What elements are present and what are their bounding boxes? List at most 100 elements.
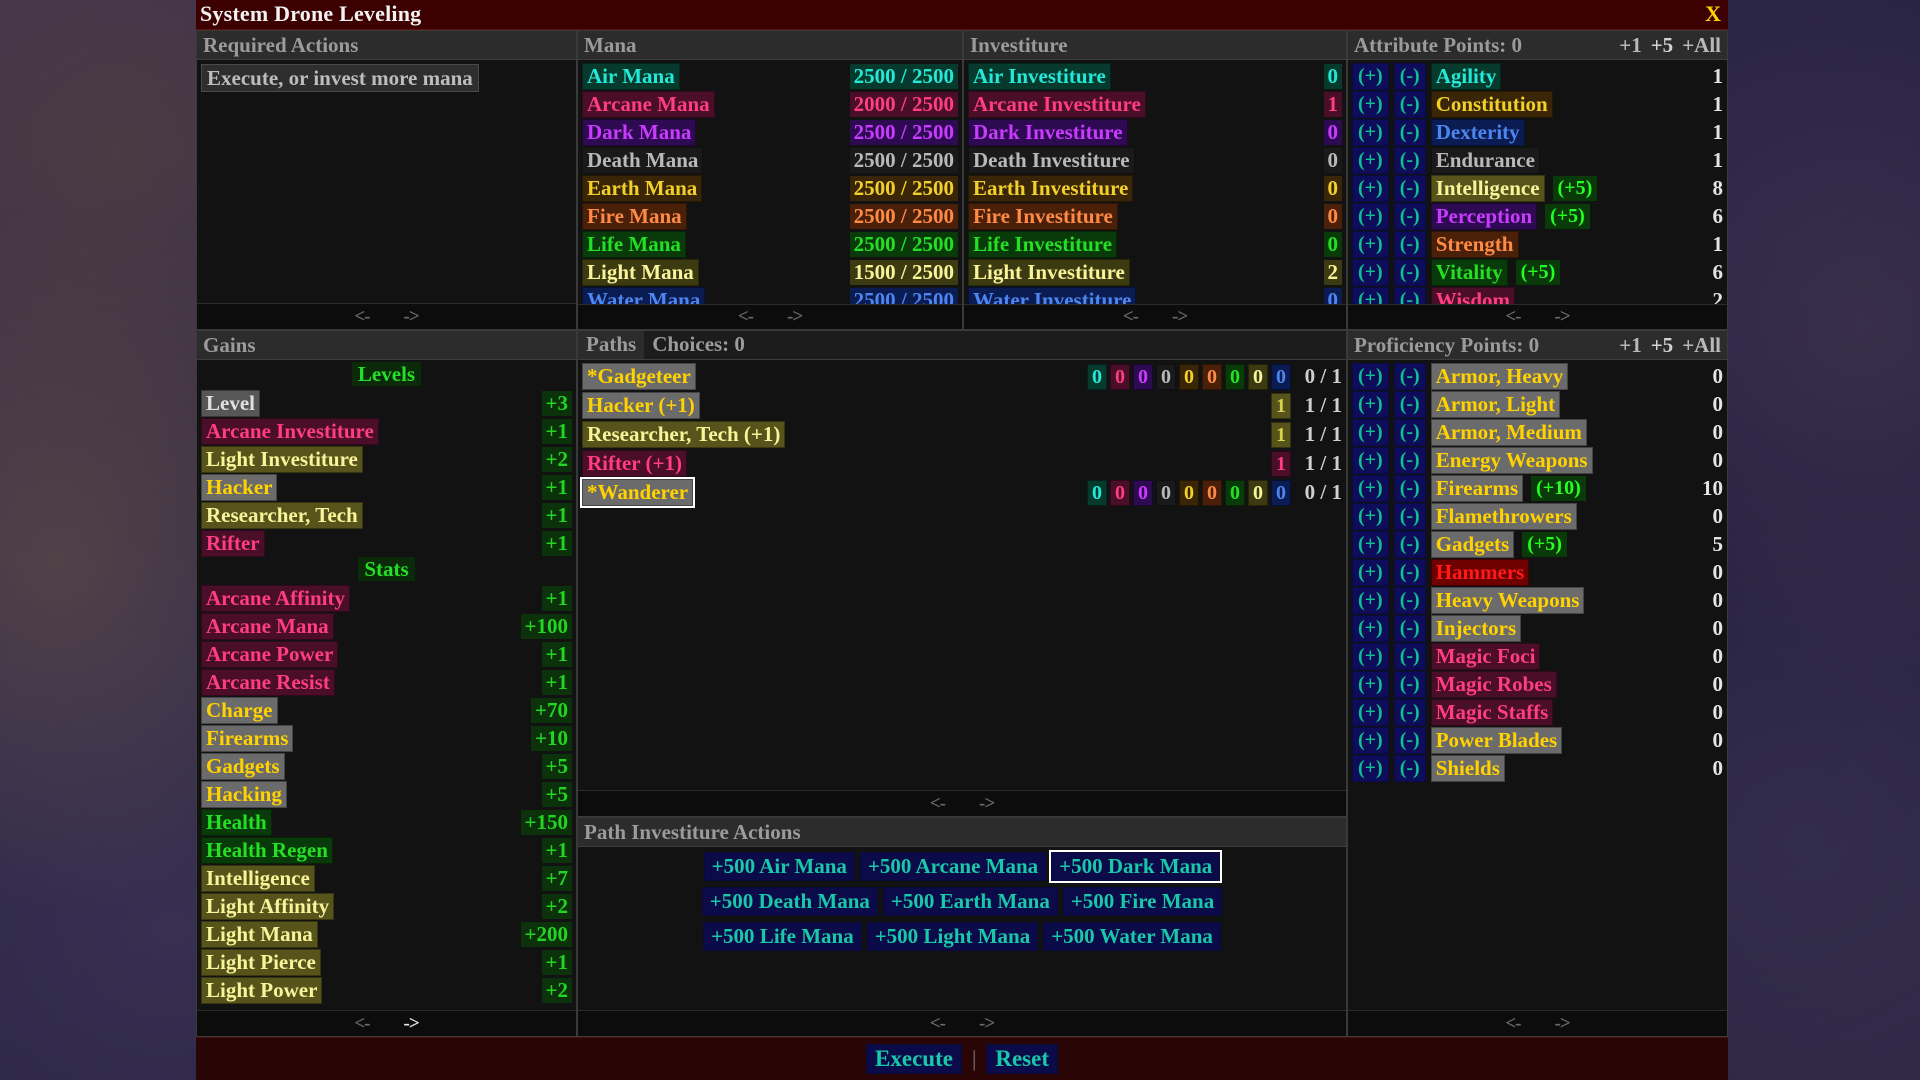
row-label[interactable]: Heavy Weapons (1430, 586, 1585, 614)
decrement-button[interactable]: (-) (1393, 614, 1426, 642)
path-investiture-action-button[interactable]: +500 Dark Mana (1049, 850, 1223, 883)
scroll-right-arrow[interactable]: -> (787, 306, 803, 327)
increment-button[interactable]: (+) (1352, 586, 1389, 614)
scroll-left-arrow[interactable]: <- (1122, 306, 1139, 327)
row-label[interactable]: Firearms (1430, 474, 1524, 502)
row-label[interactable]: Power Blades (1430, 726, 1563, 754)
tab-paths[interactable]: Paths (578, 331, 645, 359)
path-investiture-action-button[interactable]: +500 Water Mana (1043, 922, 1221, 951)
attr-plusall-button[interactable]: +All (1682, 32, 1721, 57)
increment-button[interactable]: (+) (1352, 754, 1389, 782)
increment-button[interactable]: (+) (1352, 202, 1389, 230)
row-label[interactable]: Armor, Light (1430, 390, 1561, 418)
increment-button[interactable]: (+) (1352, 502, 1389, 530)
increment-button[interactable]: (+) (1352, 446, 1389, 474)
decrement-button[interactable]: (-) (1393, 202, 1426, 230)
row-label[interactable]: Magic Robes (1430, 670, 1557, 698)
scroll-left-arrow[interactable]: <- (354, 1012, 370, 1034)
scroll-right-arrow[interactable]: -> (979, 1012, 995, 1034)
row-label[interactable]: Injectors (1430, 614, 1522, 642)
path-investiture-action-button[interactable]: +500 Arcane Mana (859, 852, 1047, 881)
decrement-button[interactable]: (-) (1393, 118, 1426, 146)
increment-button[interactable]: (+) (1352, 390, 1389, 418)
close-icon[interactable]: X (1705, 1, 1721, 26)
path-investiture-action-button[interactable]: +500 Air Mana (703, 852, 855, 881)
row-label[interactable]: Strength (1430, 230, 1519, 258)
decrement-button[interactable]: (-) (1393, 258, 1426, 286)
decrement-button[interactable]: (-) (1393, 286, 1426, 304)
row-label[interactable]: Perception (1430, 202, 1538, 230)
decrement-button[interactable]: (-) (1393, 726, 1426, 754)
attr-plus5-button[interactable]: +5 (1650, 32, 1674, 57)
scroll-left-arrow[interactable]: <- (929, 792, 946, 814)
attr-plus1-button[interactable]: +1 (1619, 32, 1642, 57)
increment-button[interactable]: (+) (1352, 362, 1389, 390)
row-label[interactable]: Flamethrowers (1430, 502, 1577, 530)
path-label[interactable]: *Gadgeteer (582, 363, 696, 390)
path-label[interactable]: Researcher, Tech (+1) (582, 421, 786, 448)
execute-button[interactable]: Execute (866, 1044, 962, 1074)
scroll-left-arrow[interactable]: <- (1505, 306, 1521, 327)
row-label[interactable]: Wisdom (1430, 286, 1516, 304)
increment-button[interactable]: (+) (1352, 118, 1389, 146)
decrement-button[interactable]: (-) (1393, 670, 1426, 698)
decrement-button[interactable]: (-) (1393, 362, 1426, 390)
row-label[interactable]: Armor, Medium (1430, 418, 1587, 446)
scroll-right-arrow[interactable]: -> (1172, 306, 1188, 327)
increment-button[interactable]: (+) (1352, 418, 1389, 446)
increment-button[interactable]: (+) (1352, 174, 1389, 202)
path-label[interactable]: *Wanderer (579, 477, 696, 508)
path-investiture-action-button[interactable]: +500 Death Mana (701, 887, 878, 916)
decrement-button[interactable]: (-) (1393, 230, 1426, 258)
scroll-right-arrow[interactable]: -> (979, 792, 995, 814)
row-label[interactable]: Agility (1430, 62, 1502, 90)
row-label[interactable]: Dexterity (1430, 118, 1525, 146)
scroll-left-arrow[interactable]: <- (737, 306, 754, 327)
prof-plus1-button[interactable]: +1 (1619, 332, 1642, 357)
row-label[interactable]: Magic Foci (1430, 642, 1541, 670)
decrement-button[interactable]: (-) (1393, 446, 1426, 474)
increment-button[interactable]: (+) (1352, 614, 1389, 642)
increment-button[interactable]: (+) (1352, 62, 1389, 90)
increment-button[interactable]: (+) (1352, 726, 1389, 754)
row-label[interactable]: Shields (1430, 754, 1505, 782)
decrement-button[interactable]: (-) (1393, 474, 1426, 502)
path-investiture-action-button[interactable]: +500 Earth Mana (882, 887, 1058, 916)
decrement-button[interactable]: (-) (1393, 62, 1426, 90)
decrement-button[interactable]: (-) (1393, 146, 1426, 174)
path-label[interactable]: Rifter (+1) (582, 450, 687, 477)
decrement-button[interactable]: (-) (1393, 586, 1426, 614)
scroll-left-arrow[interactable]: <- (929, 1012, 946, 1034)
row-label[interactable]: Magic Staffs (1430, 698, 1554, 726)
scroll-right-arrow[interactable]: -> (403, 305, 420, 327)
path-investiture-action-button[interactable]: +500 Light Mana (866, 922, 1039, 951)
decrement-button[interactable]: (-) (1393, 558, 1426, 586)
prof-plusall-button[interactable]: +All (1682, 332, 1721, 357)
decrement-button[interactable]: (-) (1393, 502, 1426, 530)
increment-button[interactable]: (+) (1352, 558, 1389, 586)
increment-button[interactable]: (+) (1352, 230, 1389, 258)
row-label[interactable]: Endurance (1430, 146, 1540, 174)
decrement-button[interactable]: (-) (1393, 642, 1426, 670)
increment-button[interactable]: (+) (1352, 670, 1389, 698)
row-label[interactable]: Energy Weapons (1430, 446, 1593, 474)
row-label[interactable]: Armor, Heavy (1430, 362, 1569, 390)
scroll-left-arrow[interactable]: <- (1505, 1012, 1521, 1034)
increment-button[interactable]: (+) (1352, 642, 1389, 670)
decrement-button[interactable]: (-) (1393, 418, 1426, 446)
decrement-button[interactable]: (-) (1393, 698, 1426, 726)
increment-button[interactable]: (+) (1352, 286, 1389, 304)
decrement-button[interactable]: (-) (1393, 754, 1426, 782)
row-label[interactable]: Intelligence (1430, 174, 1545, 202)
path-investiture-action-button[interactable]: +500 Life Mana (703, 922, 862, 951)
decrement-button[interactable]: (-) (1393, 530, 1426, 558)
reset-button[interactable]: Reset (986, 1044, 1058, 1074)
scroll-right-arrow[interactable]: -> (1554, 1012, 1571, 1034)
scroll-right-arrow[interactable]: -> (403, 1012, 420, 1034)
path-label[interactable]: Hacker (+1) (582, 392, 700, 419)
scroll-right-arrow[interactable]: -> (1554, 306, 1571, 327)
row-label[interactable]: Vitality (1430, 258, 1508, 286)
decrement-button[interactable]: (-) (1393, 90, 1426, 118)
decrement-button[interactable]: (-) (1393, 390, 1426, 418)
prof-plus5-button[interactable]: +5 (1650, 332, 1674, 357)
